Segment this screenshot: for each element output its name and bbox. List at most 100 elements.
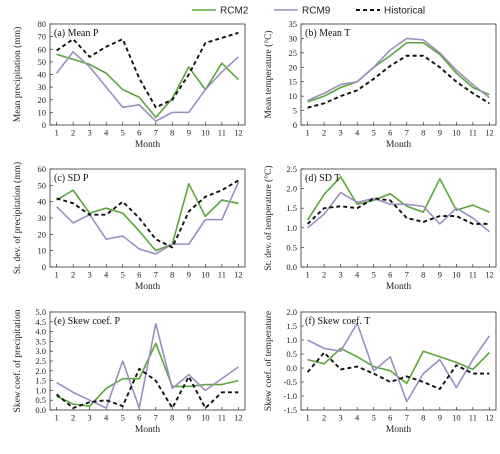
y-tick-label: 0.5	[35, 395, 46, 405]
y-tick-label: 1.0	[286, 335, 297, 345]
x-tick-label: 4	[355, 270, 360, 280]
x-tick-label: 6	[137, 413, 141, 423]
x-tick-label: 7	[154, 270, 158, 280]
series-line-rcm9	[307, 191, 490, 233]
x-tick-label: 9	[438, 413, 442, 423]
y-tick-label: 50	[38, 180, 47, 190]
y-tick-label: 30	[38, 213, 47, 223]
panel-5: 1 2 3 4 5 6 7 8 9 10 11 120.00.51.01.52.02.53.03.54…	[12, 307, 246, 435]
x-tick-label: 7	[405, 270, 409, 280]
x-tick-label: 9	[187, 270, 191, 280]
x-tick-label: 9	[438, 128, 442, 138]
x-tick-label: 10	[201, 128, 210, 138]
series-line-rcm9	[55, 50, 239, 123]
y-tick-label: -0.5	[284, 377, 297, 387]
x-tick-label: 6	[388, 270, 392, 280]
panel-title: (f) Skew coef. T	[305, 316, 370, 327]
y-tick-label: 10	[289, 91, 298, 101]
x-tick-label: 6	[137, 270, 141, 280]
y-tick-label: 40	[38, 197, 47, 207]
x-tick-label: 7	[154, 413, 158, 423]
y-tick-label: 1.5	[35, 376, 46, 386]
x-tick-label: 8	[421, 128, 425, 138]
y-tick-label: 0.0	[286, 363, 297, 373]
x-tick-label: 3	[339, 270, 343, 280]
x-tick-label: 5	[121, 270, 125, 280]
x-tick-label: 12	[234, 270, 243, 280]
y-tick-label: -1.5	[284, 405, 297, 415]
y-tick-label: 80	[38, 19, 47, 29]
y-tick-label: 5	[293, 106, 297, 116]
x-tick-label: 10	[201, 413, 210, 423]
y-tick-label: 0.5	[286, 242, 297, 252]
x-tick-label: 5	[121, 413, 125, 423]
x-tick-label: 6	[388, 413, 392, 423]
y-tick-label: 10	[38, 246, 47, 256]
y-tick-label: 25	[289, 48, 298, 58]
x-tick-label: 11	[469, 270, 477, 280]
y-tick-label: 20	[38, 229, 47, 239]
x-tick-label: 11	[218, 128, 226, 138]
plot-frame	[300, 23, 497, 126]
x-tick-label: 10	[452, 128, 461, 138]
series-line-historical	[306, 351, 490, 390]
x-tick-label: 1	[305, 128, 309, 138]
x-tick-label: 9	[187, 413, 191, 423]
x-tick-label: 10	[452, 270, 461, 280]
y-axis-label: Mean precipitation (mm)	[12, 27, 23, 123]
series-line-historical	[306, 197, 490, 225]
x-tick-label: 2	[322, 413, 326, 423]
y-tick-label: -1.0	[284, 391, 297, 401]
x-tick-label: 6	[137, 128, 141, 138]
x-tick-label: 11	[218, 413, 226, 423]
x-tick-label: 10	[452, 413, 461, 423]
series-line-rcm2	[56, 342, 239, 407]
series-line-rcm9	[56, 322, 239, 409]
x-tick-label: 12	[234, 413, 243, 423]
x-tick-label: 1	[305, 413, 309, 423]
x-tick-label: 12	[234, 128, 243, 138]
x-tick-label: 2	[71, 270, 75, 280]
panel-1: 1 2 3 4 5 6 7 8 9 10 11 1201020304050607080MonthMea…	[12, 19, 246, 150]
y-tick-label: 3.5	[35, 336, 46, 346]
x-tick-label: 12	[485, 128, 494, 138]
panel-title: (e) Skew coef. P	[54, 316, 121, 327]
x-axis-label: Month	[135, 425, 161, 435]
panel-6: 1 2 3 4 5 6 7 8 9 10 11 12-1.5-1.0-0.50.00.51.01.52…	[263, 307, 497, 435]
y-axis-label: St. dev. of precipitation (mm)	[12, 162, 23, 274]
y-tick-label: 60	[38, 164, 47, 174]
y-tick-label: 10	[38, 107, 47, 117]
y-tick-label: 40	[38, 70, 47, 80]
plot-frame	[300, 168, 497, 268]
x-tick-label: 1	[54, 270, 58, 280]
x-tick-label: 1	[305, 270, 309, 280]
x-tick-label: 3	[88, 270, 92, 280]
y-tick-label: 0.5	[286, 349, 297, 359]
y-tick-label: 2.0	[35, 366, 46, 376]
y-tick-label: 1.0	[35, 385, 46, 395]
x-tick-label: 8	[170, 413, 174, 423]
x-tick-label: 10	[201, 270, 210, 280]
x-tick-label: 5	[372, 270, 376, 280]
x-tick-label: 1	[54, 413, 58, 423]
x-tick-label: 4	[104, 270, 109, 280]
y-tick-label: 50	[38, 57, 47, 67]
x-tick-label: 3	[88, 128, 92, 138]
x-tick-label: 8	[170, 128, 174, 138]
y-tick-label: 15	[289, 77, 298, 87]
y-tick-label: 2.5	[286, 164, 297, 174]
x-tick-label: 11	[218, 270, 226, 280]
series-line-historical	[56, 31, 239, 109]
y-tick-label: 4.0	[35, 327, 46, 337]
legend-label-2: RCM9	[302, 6, 331, 17]
y-tick-label: 60	[38, 44, 47, 54]
x-tick-label: 2	[322, 270, 326, 280]
x-axis-label: Month	[386, 425, 412, 435]
x-tick-label: 2	[322, 128, 326, 138]
x-axis-label: Month	[386, 140, 412, 150]
series-line-rcm2	[307, 41, 490, 103]
y-axis-label: Skew coef. of precipitation	[12, 309, 23, 412]
y-axis-label: Skew coef. of temperature	[263, 311, 274, 411]
